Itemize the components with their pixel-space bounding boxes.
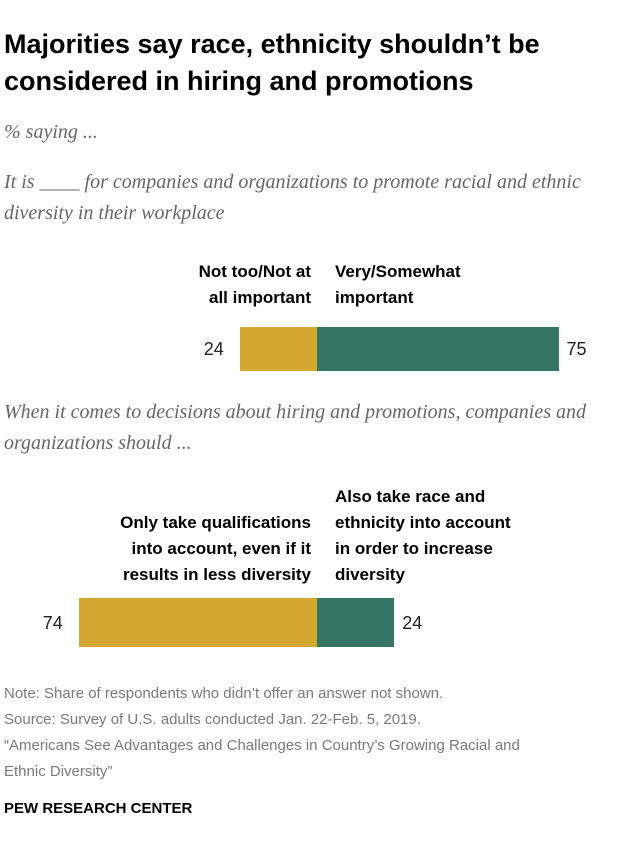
value-label: 74 — [42, 612, 63, 633]
bar — [78, 598, 317, 647]
question: When it comes to decisions about hiring … — [4, 401, 586, 454]
bar — [239, 327, 317, 371]
value-label: 24 — [203, 339, 224, 359]
report: “Americans See Advantages and Challenges… — [4, 737, 520, 780]
credit: PEW RESEARCH CENTER — [4, 800, 193, 817]
subtitle: % saying ... — [4, 121, 98, 143]
source: Source: Survey of U.S. adults conducted … — [4, 711, 421, 728]
title: Majorities say race, ethnicity shouldn’t… — [4, 29, 540, 96]
legend-label: Not too/Not at all important — [198, 262, 311, 307]
legend-label: Very/Somewhat important — [335, 262, 461, 307]
bar — [317, 598, 395, 647]
value-label: 75 — [566, 339, 587, 359]
legend-label: Also take race and ethnicity into accoun… — [335, 487, 511, 584]
question: It is ____ for companies and organizatio… — [4, 171, 581, 224]
note: Note: Share of respondents who didn’t of… — [4, 685, 444, 702]
legend-label: Only take qualifications into account, e… — [120, 513, 311, 584]
bar — [317, 327, 559, 371]
value-label: 24 — [402, 612, 423, 633]
